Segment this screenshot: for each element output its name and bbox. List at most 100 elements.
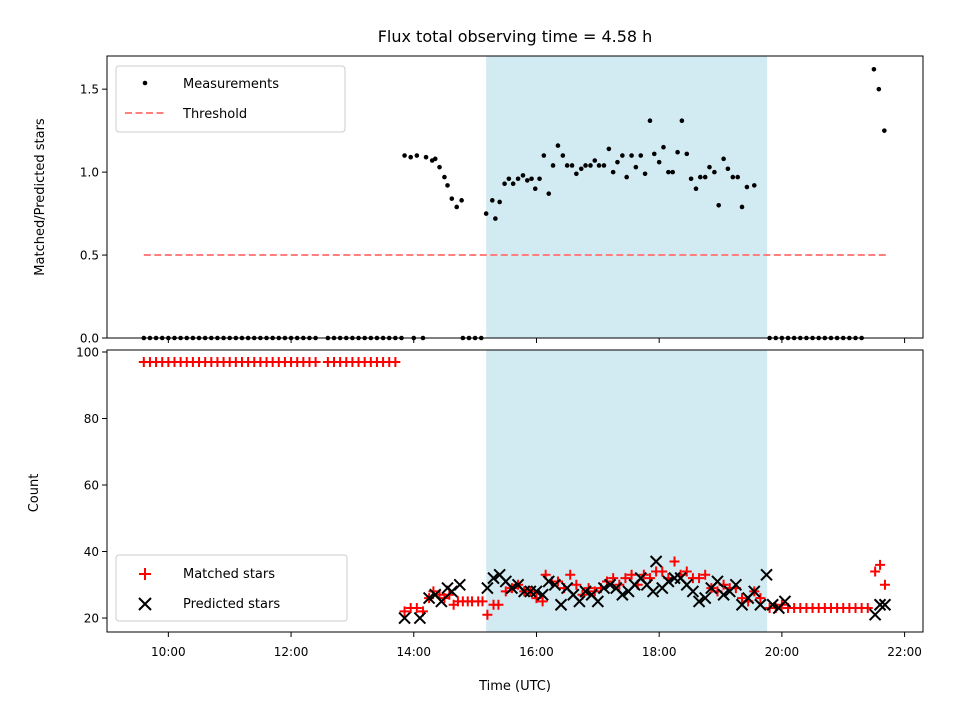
measurement-point (592, 158, 598, 163)
top-observing-span (486, 56, 768, 338)
measurement-point (730, 174, 736, 180)
predicted-star-point (766, 598, 779, 611)
measurement-point (739, 204, 745, 210)
predicted-star-point (542, 575, 555, 588)
measurement-point (871, 66, 877, 72)
measurement-point (546, 191, 552, 196)
measurement-point (578, 166, 584, 172)
measurement-point (642, 171, 648, 177)
x-tick-label: 22:00 (887, 645, 922, 659)
matched-star-point (620, 573, 631, 584)
measurement-point (675, 149, 680, 155)
top-panel: 0.0 0.5 1.0 1.5 Matched/Predicted stars Mea… (33, 55, 924, 346)
measurement-point (882, 128, 887, 133)
bottom-legend: Matched stars Predicted stars (115, 554, 348, 622)
measurement-point (497, 199, 502, 205)
predicted-star-point (422, 591, 436, 605)
predicted-star-point (481, 581, 494, 595)
measurement-point (483, 211, 489, 216)
predicted-star-point (686, 585, 700, 598)
x-tick-label: 10:00 (151, 645, 186, 659)
predicted-star-point (413, 611, 427, 625)
matched-star-point (571, 579, 582, 590)
predicted-star-point (711, 575, 724, 588)
measurement-point (529, 176, 534, 182)
predicted-star-point (579, 585, 592, 598)
y-tick-label: 1.0 (80, 166, 99, 180)
predicted-stars-points (398, 555, 892, 625)
predicted-star-point (878, 598, 892, 611)
measurement-point (670, 169, 675, 175)
y-tick-label: 100 (76, 345, 99, 359)
bottom-panel: 20 40 60 80 100 10:00 12:00 14:00 16:00 18:00 20:… (27, 345, 924, 694)
x-tick-label: 14:00 (396, 645, 431, 659)
measurement-point (515, 176, 521, 182)
measurement-point (520, 173, 526, 178)
x-axis-label: Time (UTC) (478, 679, 551, 694)
bottom-y-ticks: 20 40 60 80 100 (76, 345, 107, 626)
predicted-star-point (591, 595, 605, 608)
measurement-point (629, 153, 634, 158)
x-tick-label: 20:00 (765, 645, 800, 659)
measurement-point (624, 174, 629, 180)
measurement-point (620, 153, 625, 158)
measurement-point (661, 144, 666, 150)
measurement-point (532, 186, 538, 192)
legend-measurements-label: Measurements (183, 77, 279, 92)
predicted-star-point (616, 588, 629, 601)
top-axes-frame (106, 55, 924, 339)
predicted-star-point (748, 585, 761, 598)
x-tick-label: 16:00 (519, 645, 554, 659)
measurement-point (651, 151, 657, 157)
matched-star-point (399, 606, 410, 617)
predicted-star-point (646, 585, 660, 598)
x-tick-label: 18:00 (642, 645, 677, 659)
measurement-point (442, 174, 447, 180)
measurement-point (423, 154, 429, 160)
top-legend-box (115, 65, 346, 133)
legend-measurements-marker (142, 80, 148, 86)
matched-star-point (862, 603, 873, 614)
measurement-point (524, 178, 530, 183)
measurement-point (564, 163, 570, 168)
matched-star-point (565, 569, 576, 580)
matched-star-point (493, 599, 504, 610)
measurement-point (693, 186, 699, 192)
predicted-star-point (698, 591, 712, 605)
predicted-star-point (505, 581, 519, 595)
bottom-x-ticks: 10:00 12:00 14:00 16:00 18:00 20:00 22:00 (151, 632, 922, 659)
measurement-point (583, 163, 588, 168)
predicted-star-point (729, 578, 743, 591)
measurement-point (408, 154, 413, 160)
measurement-point (502, 181, 507, 187)
observing-span (486, 56, 768, 338)
bottom-axes-frame (106, 349, 924, 633)
matched-star-point (657, 566, 668, 577)
legend-threshold-label: Threshold (182, 107, 247, 122)
measurement-point (702, 174, 708, 180)
measurement-point (656, 159, 662, 165)
measurement-point (437, 164, 442, 170)
measurement-point (716, 202, 721, 208)
y-tick-label: 40 (84, 545, 99, 559)
predicted-star-point (754, 598, 767, 611)
matched-star-point (310, 356, 321, 367)
matched-star-point (390, 356, 401, 367)
measurement-point (506, 176, 512, 182)
measurement-point (574, 171, 579, 177)
matched-star-point (411, 603, 422, 614)
predicted-star-point (435, 595, 448, 608)
measurement-point (688, 176, 694, 182)
predicted-star-point (778, 595, 792, 608)
matched-star-point (681, 566, 692, 577)
matched-star-point (737, 593, 748, 604)
matched-star-point (669, 556, 680, 567)
measurement-point (876, 86, 882, 92)
chart-title: Flux total observing time = 4.58 h (378, 27, 653, 46)
measurement-point (606, 146, 612, 152)
top-y-axis-label: Matched/Predicted stars (33, 118, 48, 276)
predicted-star-point (398, 611, 411, 625)
measurement-point (414, 153, 420, 158)
measurement-point (615, 159, 620, 165)
legend-matched-marker (139, 568, 151, 580)
